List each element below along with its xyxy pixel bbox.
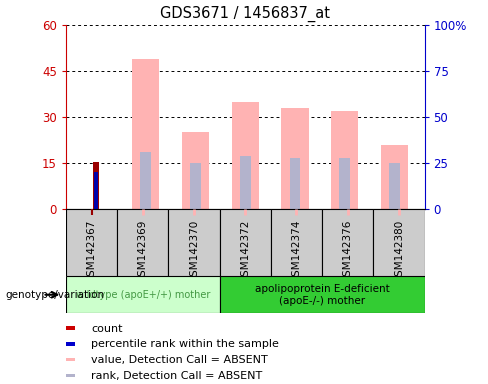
Bar	[190, 163, 201, 209]
Bar	[220, 276, 425, 313]
Bar	[281, 108, 309, 209]
Bar	[182, 132, 209, 209]
Text: count: count	[91, 324, 122, 334]
Text: value, Detection Call = ABSENT: value, Detection Call = ABSENT	[91, 355, 268, 365]
Bar	[66, 276, 220, 313]
Bar	[66, 209, 117, 276]
Bar	[117, 209, 168, 276]
Bar	[66, 342, 75, 346]
Bar	[339, 158, 350, 209]
Text: rank, Detection Call = ABSENT: rank, Detection Call = ABSENT	[91, 371, 262, 381]
Text: GSM142374: GSM142374	[291, 219, 302, 283]
Bar	[389, 163, 400, 209]
Text: percentile rank within the sample: percentile rank within the sample	[91, 339, 279, 349]
Title: GDS3671 / 1456837_at: GDS3671 / 1456837_at	[160, 6, 330, 22]
Bar	[231, 102, 259, 209]
Bar	[271, 209, 322, 276]
Bar	[289, 158, 301, 209]
Bar	[373, 209, 425, 276]
Bar	[381, 145, 408, 209]
Text: GSM142369: GSM142369	[138, 219, 148, 283]
Text: genotype/variation: genotype/variation	[5, 290, 104, 300]
Bar	[93, 162, 99, 209]
Text: wildtype (apoE+/+) mother: wildtype (apoE+/+) mother	[76, 290, 210, 300]
Text: GSM142367: GSM142367	[86, 219, 97, 283]
Bar	[240, 156, 251, 209]
Text: GSM142370: GSM142370	[189, 219, 199, 283]
Bar	[168, 209, 220, 276]
Bar	[94, 172, 98, 209]
Text: GSM142372: GSM142372	[240, 219, 250, 283]
Text: GSM142376: GSM142376	[343, 219, 353, 283]
Bar	[66, 326, 75, 330]
Bar	[66, 358, 75, 361]
Bar	[220, 209, 271, 276]
Bar	[132, 59, 160, 209]
Bar	[66, 374, 75, 377]
Bar	[140, 152, 151, 209]
Bar	[331, 111, 359, 209]
Text: apolipoprotein E-deficient
(apoE-/-) mother: apolipoprotein E-deficient (apoE-/-) mot…	[255, 284, 389, 306]
Bar	[322, 209, 373, 276]
Text: GSM142380: GSM142380	[394, 219, 404, 283]
